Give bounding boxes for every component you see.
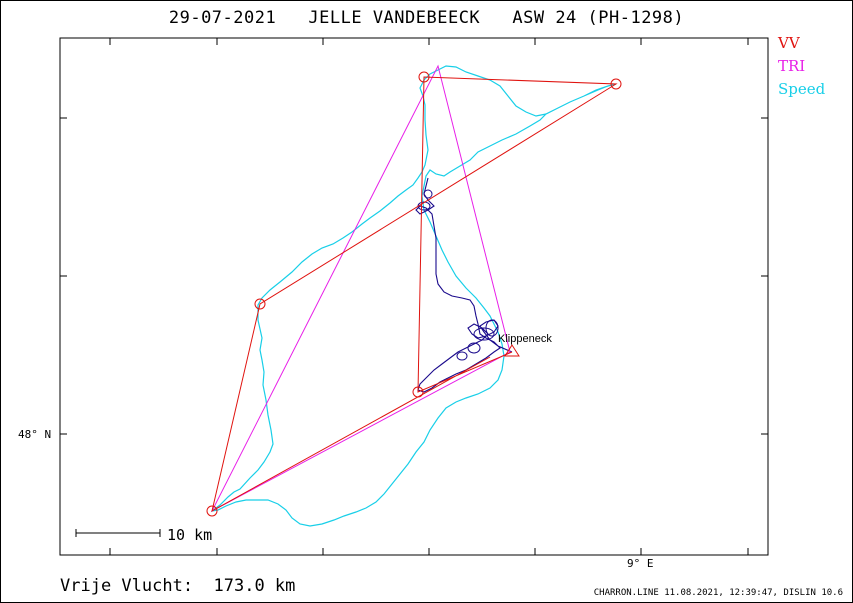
turnpoint-marker [418,71,430,83]
turnpoint-marker [610,78,622,90]
plot-area [59,37,769,556]
turnpoint-marker [206,505,218,517]
legend-vv: VV [778,34,800,52]
turnpoints [206,71,622,517]
legend-tri: TRI [778,57,806,75]
scale-bar-label: 10 km [167,526,213,544]
tri-route [210,64,511,513]
turnpoint-marker [412,386,424,398]
scale-bar [75,529,161,537]
axis-ticks [60,38,768,555]
page-title: 29-07-2021 JELLE VANDEBEECK ASW 24 (PH-1… [168,8,685,28]
turnpoint-marker [254,298,266,310]
distance-text: Vrije Vlucht: 173.0 km [60,576,296,596]
footer-text: CHARRON.LINE 11.08.2021, 12:39:47, DISLI… [593,588,843,598]
speed-track [211,65,617,527]
place-label: Klippeneck [498,333,552,345]
start-marker [504,344,520,357]
longitude-label: 9° E [627,557,654,570]
vv-route [211,76,618,512]
legend-speed: Speed [778,80,826,98]
latitude-label: 48° N [18,428,52,441]
